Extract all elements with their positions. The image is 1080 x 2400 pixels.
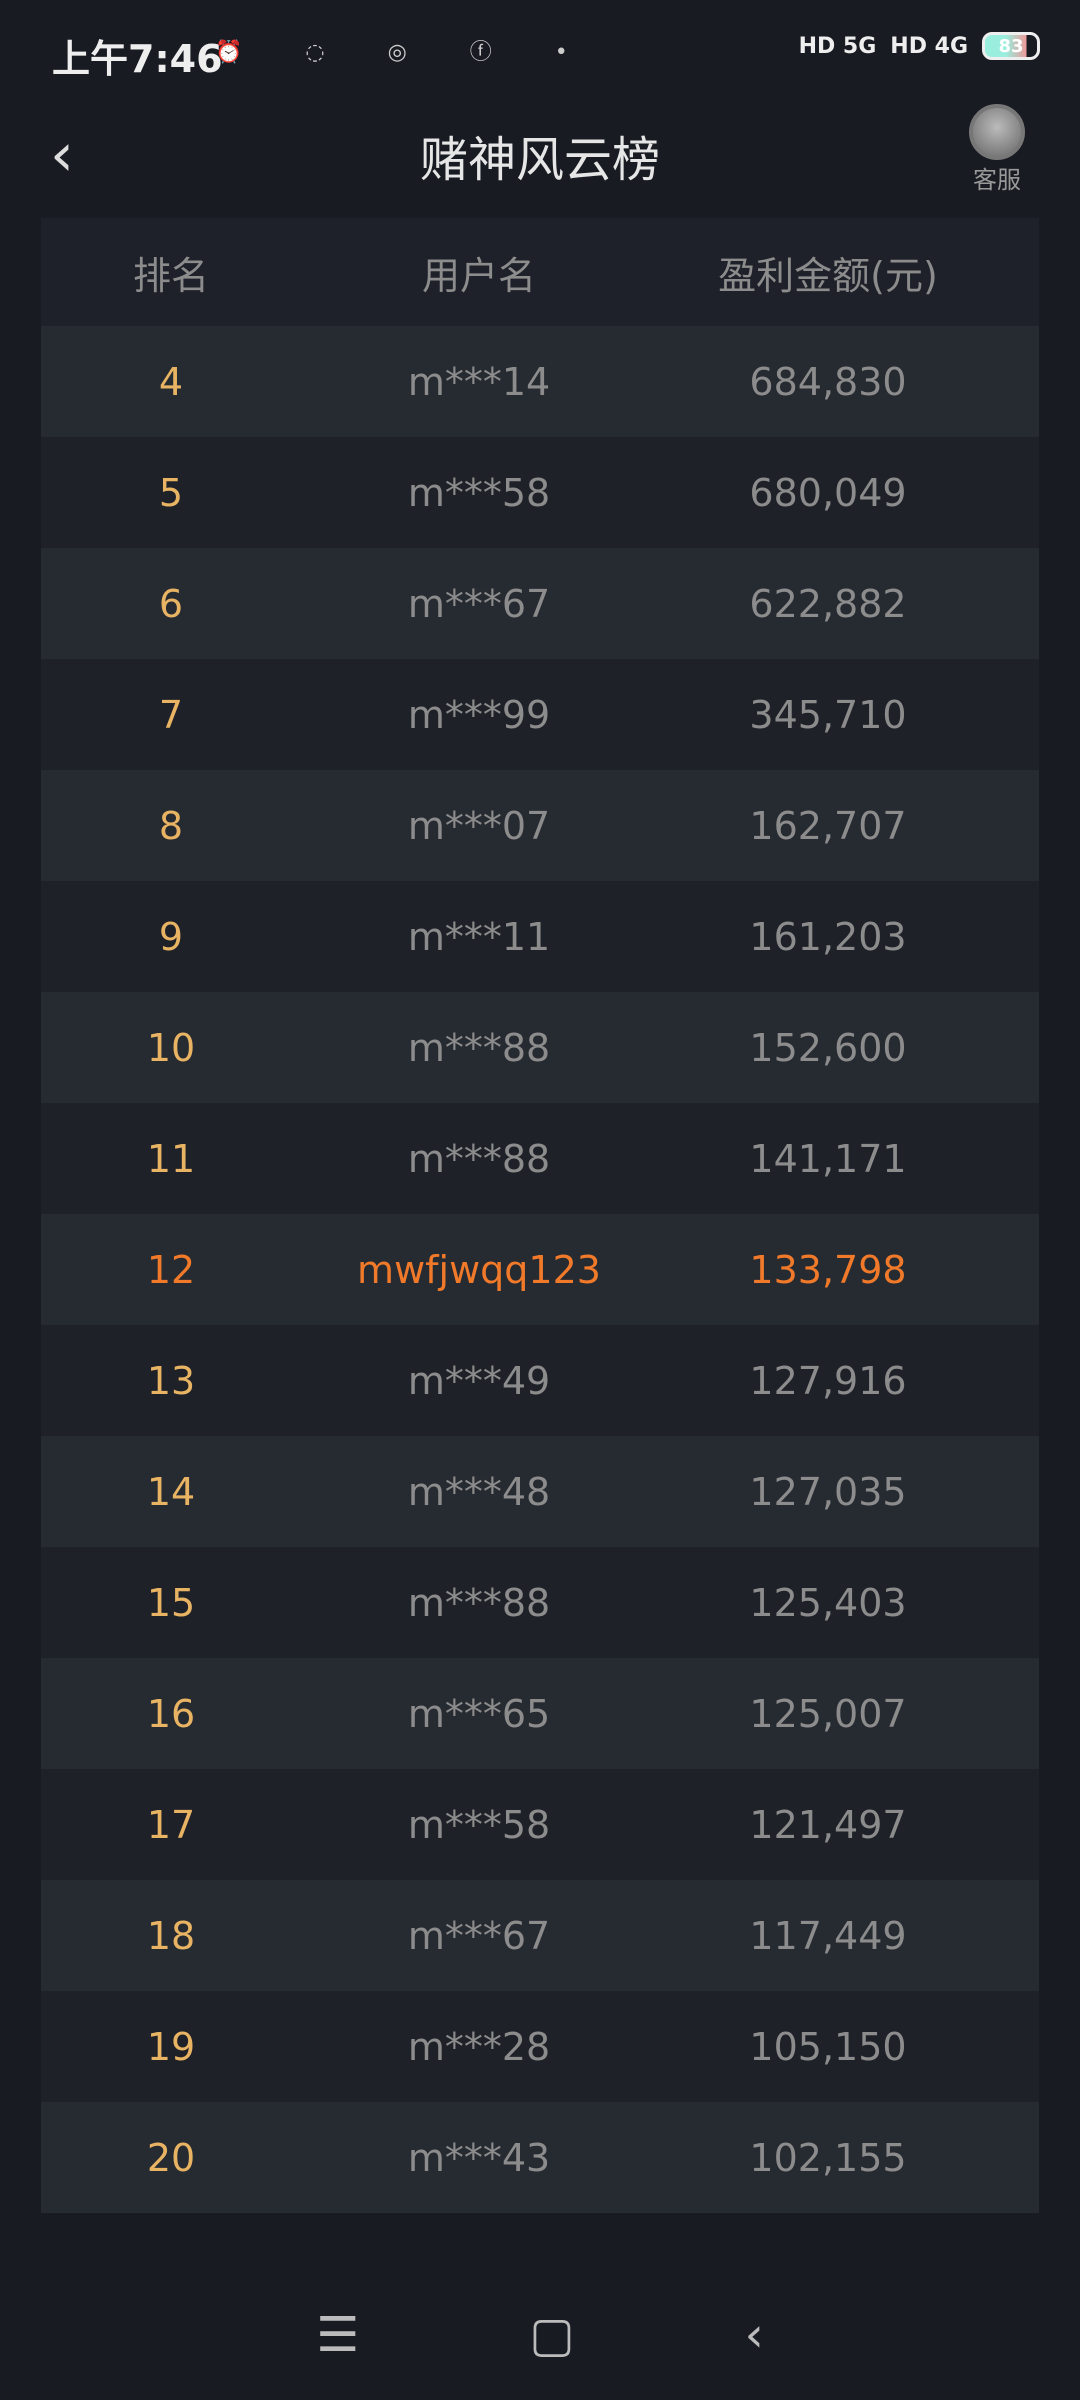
amount-cell: 161,203 xyxy=(749,914,907,959)
header-username: 用户名 xyxy=(421,253,536,298)
table-row: 6 m***67 622,882 xyxy=(41,548,1039,659)
signal-5g-icon: HD 5G xyxy=(798,33,877,59)
rank-cell: 10 xyxy=(146,1025,196,1070)
rank-cell: 8 xyxy=(158,803,184,848)
rank-cell: 12 xyxy=(146,1247,196,1292)
username-cell: m***88 xyxy=(407,1025,551,1070)
table-row: 19 m***28 105,150 xyxy=(41,1991,1039,2102)
battery-icon: 83 xyxy=(982,32,1040,60)
status-time: 上午7:46 xyxy=(52,37,223,81)
status-notification-icons: ⏰ ◌ ◎ ⓕ • xyxy=(215,40,596,65)
username-cell: m***11 xyxy=(407,914,551,959)
leaderboard-table: 排名 用户名 盈利金额(元) 4 m***14 684,830 5 m***58 680,… xyxy=(41,218,1039,2213)
header-amount: 盈利金额(元) xyxy=(718,253,938,298)
table-row: 13 m***49 127,916 xyxy=(41,1325,1039,1436)
amount-cell: 345,710 xyxy=(749,692,907,737)
rank-cell: 20 xyxy=(146,2135,196,2180)
amount-cell: 684,830 xyxy=(749,359,907,404)
back-button[interactable]: ‹ xyxy=(50,120,74,190)
username-cell: m***07 xyxy=(407,803,551,848)
rank-cell: 15 xyxy=(146,1580,196,1625)
table-row: 11 m***88 141,171 xyxy=(41,1103,1039,1214)
table-row: 14 m***48 127,035 xyxy=(41,1436,1039,1547)
signal-4g-icon: HD 4G xyxy=(890,33,968,59)
rank-cell: 5 xyxy=(158,470,184,515)
amount-cell: 622,882 xyxy=(749,581,907,626)
amount-cell: 121,497 xyxy=(749,1802,907,1847)
table-row: 20 m***43 102,155 xyxy=(41,2102,1039,2213)
amount-cell: 152,600 xyxy=(749,1025,907,1070)
amount-cell: 141,171 xyxy=(749,1136,907,1181)
rank-cell: 9 xyxy=(158,914,184,959)
username-cell: m***58 xyxy=(407,1802,551,1847)
header-rank: 排名 xyxy=(132,253,209,298)
username-cell: m***14 xyxy=(407,359,551,404)
username-cell: m***65 xyxy=(407,1691,551,1736)
username-cell: m***88 xyxy=(407,1136,551,1181)
amount-cell: 117,449 xyxy=(749,1913,907,1958)
rank-cell: 16 xyxy=(146,1691,196,1736)
rank-cell: 18 xyxy=(146,1913,196,1958)
table-row: 5 m***58 680,049 xyxy=(41,437,1039,548)
amount-cell: 127,035 xyxy=(749,1469,907,1514)
back-nav-icon[interactable]: ‹ xyxy=(744,2307,764,2363)
rank-cell: 11 xyxy=(146,1136,196,1181)
username-cell: m***58 xyxy=(407,470,551,515)
rank-cell: 14 xyxy=(146,1469,196,1514)
amount-cell: 133,798 xyxy=(749,1247,907,1292)
amount-cell: 125,007 xyxy=(749,1691,907,1736)
table-row: 8 m***07 162,707 xyxy=(41,770,1039,881)
username-cell: mwfjwqq123 xyxy=(357,1247,601,1292)
table-row: 15 m***88 125,403 xyxy=(41,1547,1039,1658)
customer-service-button[interactable]: 客服 xyxy=(962,104,1032,195)
table-row: 17 m***58 121,497 xyxy=(41,1769,1039,1880)
amount-cell: 127,916 xyxy=(749,1358,907,1403)
table-row: 4 m***14 684,830 xyxy=(41,326,1039,437)
table-row: 10 m***88 152,600 xyxy=(41,992,1039,1103)
customer-service-label: 客服 xyxy=(973,166,1021,194)
app-header: ‹ 赌神风云榜 客服 xyxy=(0,100,1080,210)
table-row-current-user: 12 mwfjwqq123 133,798 xyxy=(41,1214,1039,1325)
table-header: 排名 用户名 盈利金额(元) xyxy=(41,218,1039,326)
system-nav-bar: ☰ ▢ ‹ xyxy=(0,2290,1080,2380)
rank-cell: 19 xyxy=(146,2024,196,2069)
home-icon[interactable]: ▢ xyxy=(529,2307,575,2363)
table-row: 18 m***67 117,449 xyxy=(41,1880,1039,1991)
amount-cell: 105,150 xyxy=(749,2024,907,2069)
amount-cell: 680,049 xyxy=(749,470,907,515)
table-row: 16 m***65 125,007 xyxy=(41,1658,1039,1769)
username-cell: m***99 xyxy=(407,692,551,737)
username-cell: m***67 xyxy=(407,581,551,626)
rank-cell: 13 xyxy=(146,1358,196,1403)
amount-cell: 102,155 xyxy=(749,2135,907,2180)
table-row: 7 m***99 345,710 xyxy=(41,659,1039,770)
amount-cell: 162,707 xyxy=(749,803,907,848)
page-title: 赌神风云榜 xyxy=(419,132,660,188)
username-cell: m***49 xyxy=(407,1358,551,1403)
menu-icon[interactable]: ☰ xyxy=(316,2307,360,2363)
username-cell: m***88 xyxy=(407,1580,551,1625)
username-cell: m***67 xyxy=(407,1913,551,1958)
username-cell: m***28 xyxy=(407,2024,551,2069)
rank-cell: 4 xyxy=(158,359,184,404)
headset-icon xyxy=(969,104,1025,160)
status-bar: 上午7:46 ⏰ ◌ ◎ ⓕ • HD 5G HD 4G 83 xyxy=(0,0,1080,100)
rank-cell: 6 xyxy=(158,581,184,626)
table-row: 9 m***11 161,203 xyxy=(41,881,1039,992)
username-cell: m***43 xyxy=(407,2135,551,2180)
username-cell: m***48 xyxy=(407,1469,551,1514)
amount-cell: 125,403 xyxy=(749,1580,907,1625)
rank-cell: 7 xyxy=(158,692,184,737)
rank-cell: 17 xyxy=(146,1802,196,1847)
